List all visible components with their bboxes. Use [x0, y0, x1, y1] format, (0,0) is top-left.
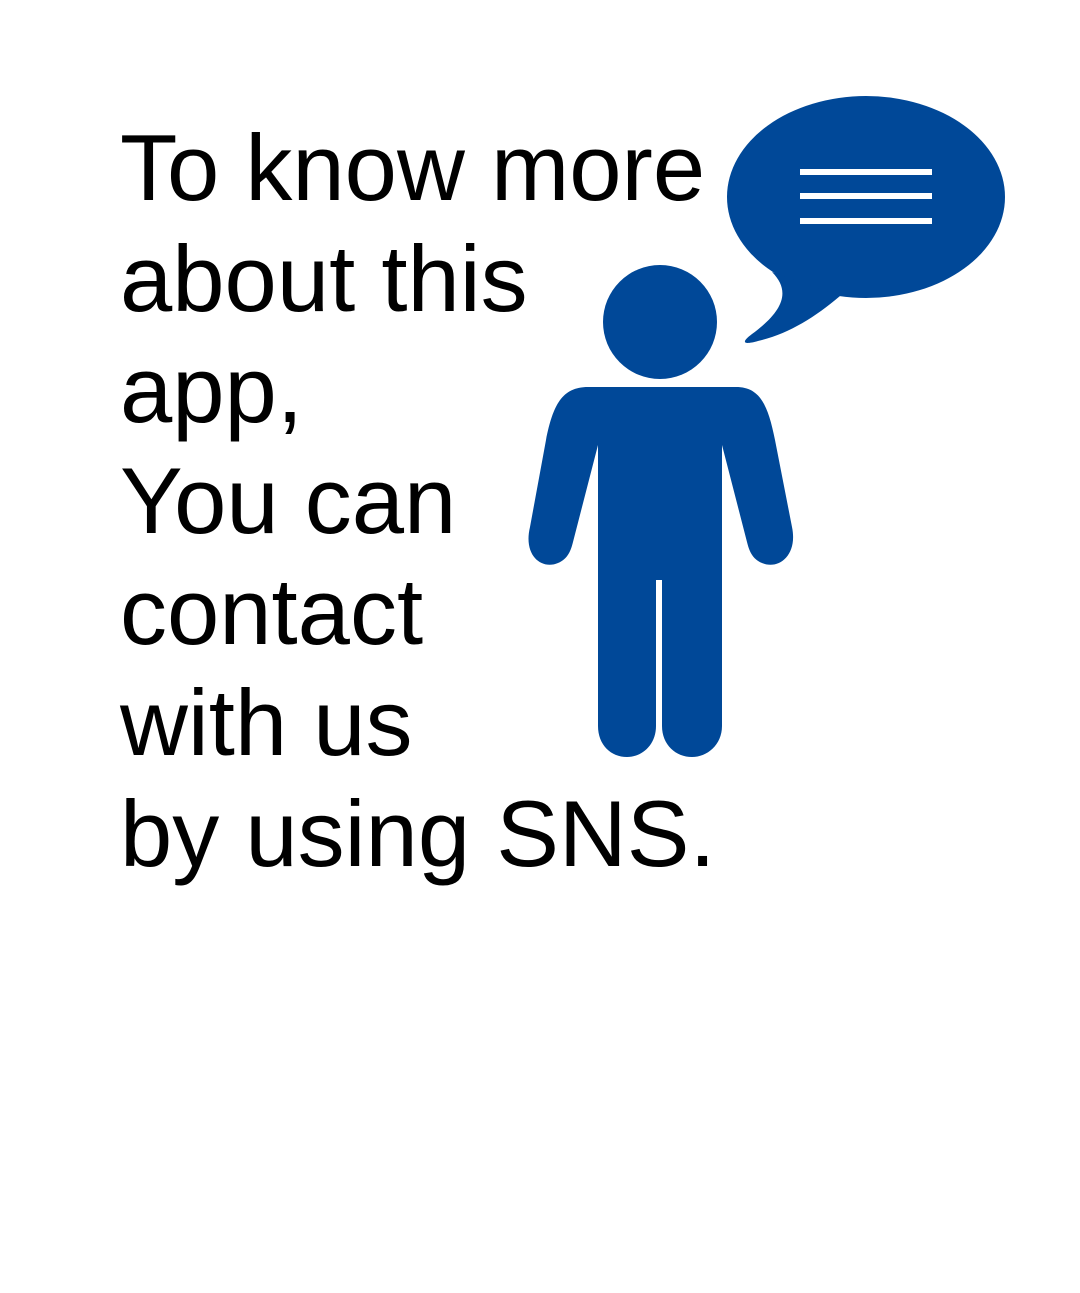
- person-body: [528, 387, 794, 757]
- message-line: contact: [120, 559, 424, 664]
- message-line: app,: [120, 337, 303, 442]
- bubble-text-lines: [800, 169, 932, 224]
- message-line: about this: [120, 226, 528, 331]
- person-icon: [528, 265, 794, 757]
- speech-bubble-icon: [727, 96, 1005, 343]
- contact-message: To know more about this app, You can con…: [120, 112, 716, 889]
- message-line: To know more: [120, 115, 706, 220]
- message-line: with us: [120, 670, 413, 775]
- person-head: [603, 265, 717, 379]
- message-line: by using SNS.: [120, 781, 716, 886]
- message-line: You can: [120, 448, 457, 553]
